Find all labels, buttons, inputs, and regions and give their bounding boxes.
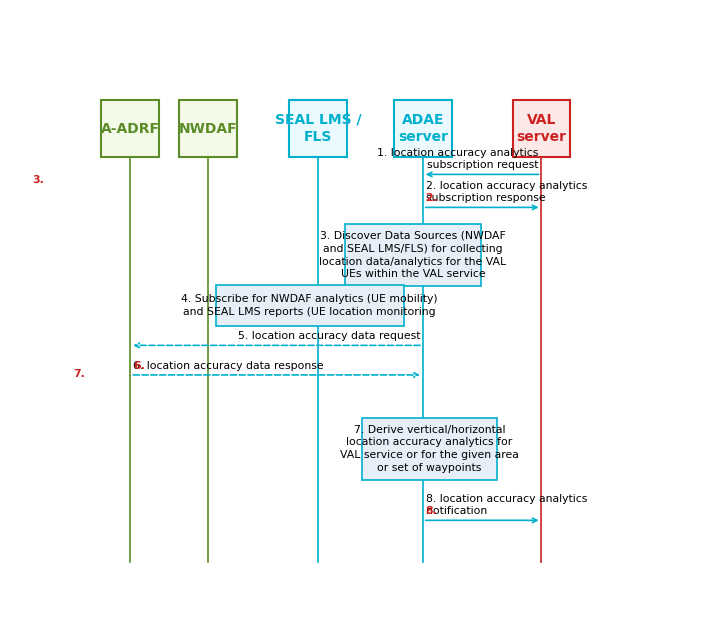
FancyBboxPatch shape — [216, 285, 404, 326]
FancyBboxPatch shape — [101, 100, 159, 157]
FancyBboxPatch shape — [362, 418, 497, 479]
FancyBboxPatch shape — [179, 100, 236, 157]
Text: 6.: 6. — [133, 361, 145, 371]
Text: 2. location accuracy analytics
subscription response: 2. location accuracy analytics subscript… — [426, 181, 587, 204]
FancyBboxPatch shape — [394, 100, 452, 157]
Text: VAL
server: VAL server — [516, 113, 567, 144]
Text: 3. Discover Data Sources (NWDAF
and SEAL LMS/FLS) for collecting
location data/a: 3. Discover Data Sources (NWDAF and SEAL… — [320, 231, 506, 280]
Text: 8.: 8. — [426, 506, 437, 516]
Text: 7.: 7. — [74, 369, 85, 379]
FancyBboxPatch shape — [289, 100, 347, 157]
Text: 1. location accuracy analytics
subscription request: 1. location accuracy analytics subscript… — [377, 148, 539, 170]
Text: 3.: 3. — [33, 175, 45, 185]
Text: 8. location accuracy analytics
notification: 8. location accuracy analytics notificat… — [426, 494, 587, 516]
Text: 4. Subscribe for NWDAF analytics (UE mobility)
and SEAL LMS reports (UE location: 4. Subscribe for NWDAF analytics (UE mob… — [182, 294, 438, 317]
FancyBboxPatch shape — [345, 225, 481, 286]
Text: A-ADRF: A-ADRF — [101, 122, 160, 136]
Text: 5. location accuracy data request: 5. location accuracy data request — [238, 332, 420, 341]
Text: 6. location accuracy data response: 6. location accuracy data response — [133, 361, 324, 371]
Text: 2.: 2. — [426, 193, 437, 204]
Text: 7. Derive vertical/horizontal
location accuracy analytics for
VAL service or for: 7. Derive vertical/horizontal location a… — [340, 425, 519, 473]
Text: NWDAF: NWDAF — [178, 122, 237, 136]
FancyBboxPatch shape — [513, 100, 570, 157]
Text: ADAE
server: ADAE server — [398, 113, 448, 144]
Text: SEAL LMS /
FLS: SEAL LMS / FLS — [275, 113, 361, 144]
